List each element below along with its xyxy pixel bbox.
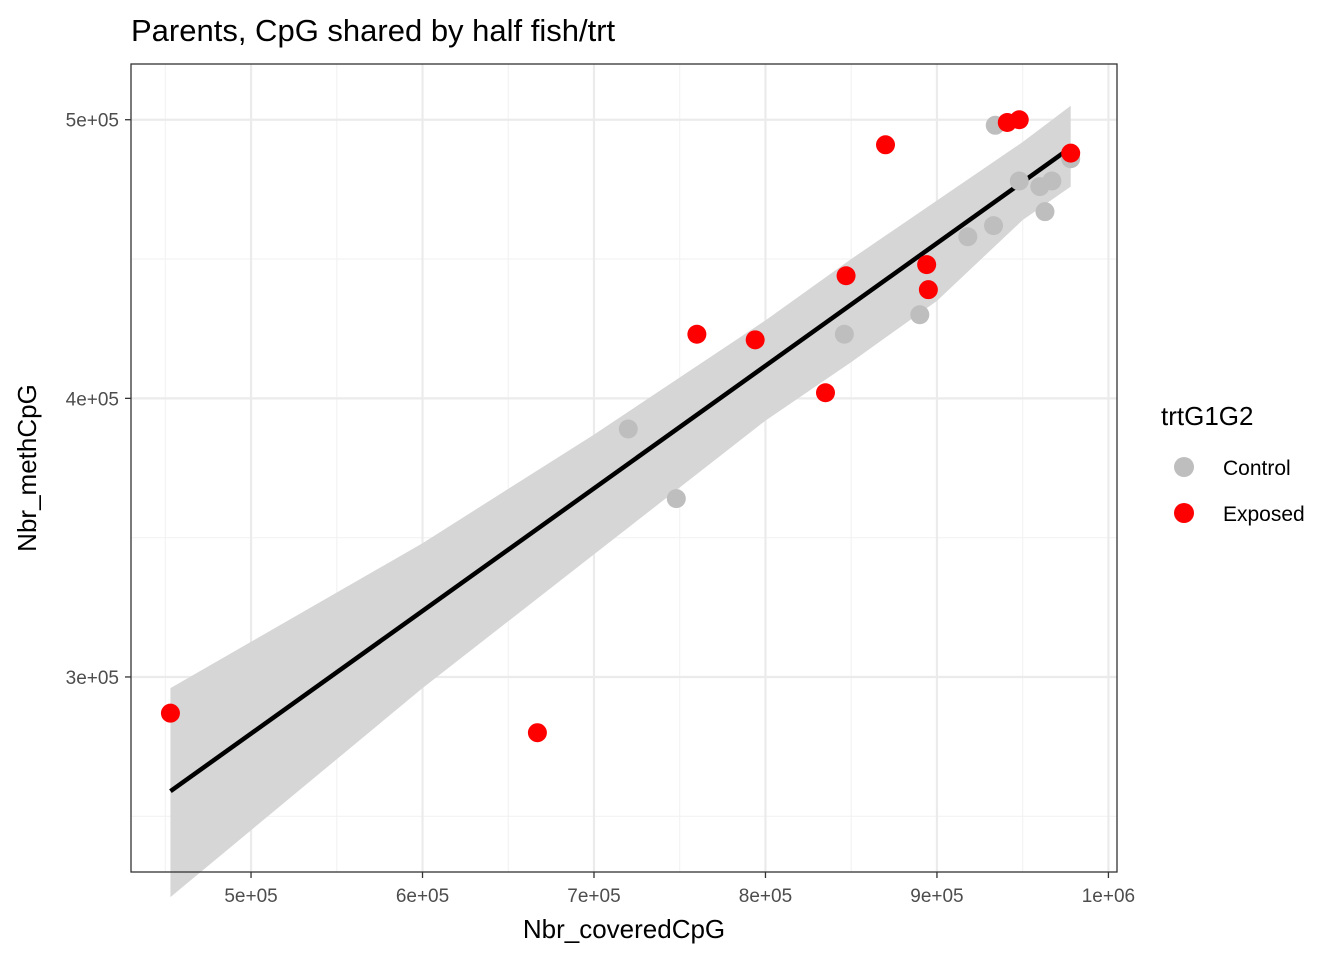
data-point-control — [958, 227, 978, 247]
data-points — [160, 110, 1081, 743]
data-point-exposed — [1009, 110, 1029, 130]
y-axis: 3e+05 4e+05 5e+05 — [66, 111, 131, 689]
x-axis: 5e+05 6e+05 7e+05 8e+05 9e+05 1e+06 — [224, 872, 1135, 907]
x-tick-label: 9e+05 — [910, 886, 963, 907]
data-point-exposed — [836, 266, 856, 286]
data-point-control — [666, 489, 686, 509]
data-point-exposed — [1061, 143, 1081, 163]
y-tick-label: 5e+05 — [66, 111, 119, 132]
regression-line-path — [169, 145, 1073, 794]
y-axis-title: Nbr_methCpG — [12, 384, 42, 552]
data-point-control — [1035, 202, 1055, 222]
minor-gridlines — [131, 64, 1117, 872]
x-tick-label: 7e+05 — [567, 886, 620, 907]
y-tick-label: 4e+05 — [66, 389, 119, 410]
data-point-control — [1042, 171, 1062, 191]
legend-items: Control Exposed — [1174, 457, 1305, 526]
legend-key-control — [1174, 457, 1194, 477]
data-point-exposed — [815, 383, 835, 403]
x-tick-label: 6e+05 — [396, 886, 449, 907]
legend-title: trtG1G2 — [1161, 401, 1253, 431]
data-point-exposed — [876, 135, 896, 155]
panel-border — [130, 63, 1118, 873]
x-tick-label: 1e+06 — [1082, 886, 1135, 907]
data-point-control — [834, 324, 854, 344]
confidence-band — [170, 105, 1071, 898]
data-point-exposed — [527, 723, 547, 743]
legend: trtG1G2 Control Exposed — [1161, 401, 1305, 526]
confidence-band-area — [170, 105, 1071, 898]
data-point-control — [618, 419, 638, 439]
regression-line — [169, 145, 1073, 794]
x-tick-label: 5e+05 — [224, 886, 277, 907]
data-point-control — [910, 305, 930, 325]
data-point-exposed — [917, 255, 937, 275]
x-tick-label: 8e+05 — [739, 886, 792, 907]
data-point-control — [984, 216, 1004, 236]
data-point-exposed — [160, 703, 180, 723]
chart-title: Parents, CpG shared by half fish/trt — [131, 13, 616, 48]
legend-label-control: Control — [1223, 457, 1291, 480]
y-tick-label: 3e+05 — [66, 668, 119, 689]
data-point-exposed — [918, 280, 938, 300]
data-point-control — [1009, 171, 1029, 191]
data-point-exposed — [745, 330, 765, 350]
plot-panel — [130, 63, 1118, 898]
legend-label-exposed: Exposed — [1223, 503, 1305, 526]
x-axis-title: Nbr_coveredCpG — [523, 914, 725, 944]
data-point-exposed — [687, 324, 707, 344]
legend-key-exposed — [1174, 503, 1194, 523]
